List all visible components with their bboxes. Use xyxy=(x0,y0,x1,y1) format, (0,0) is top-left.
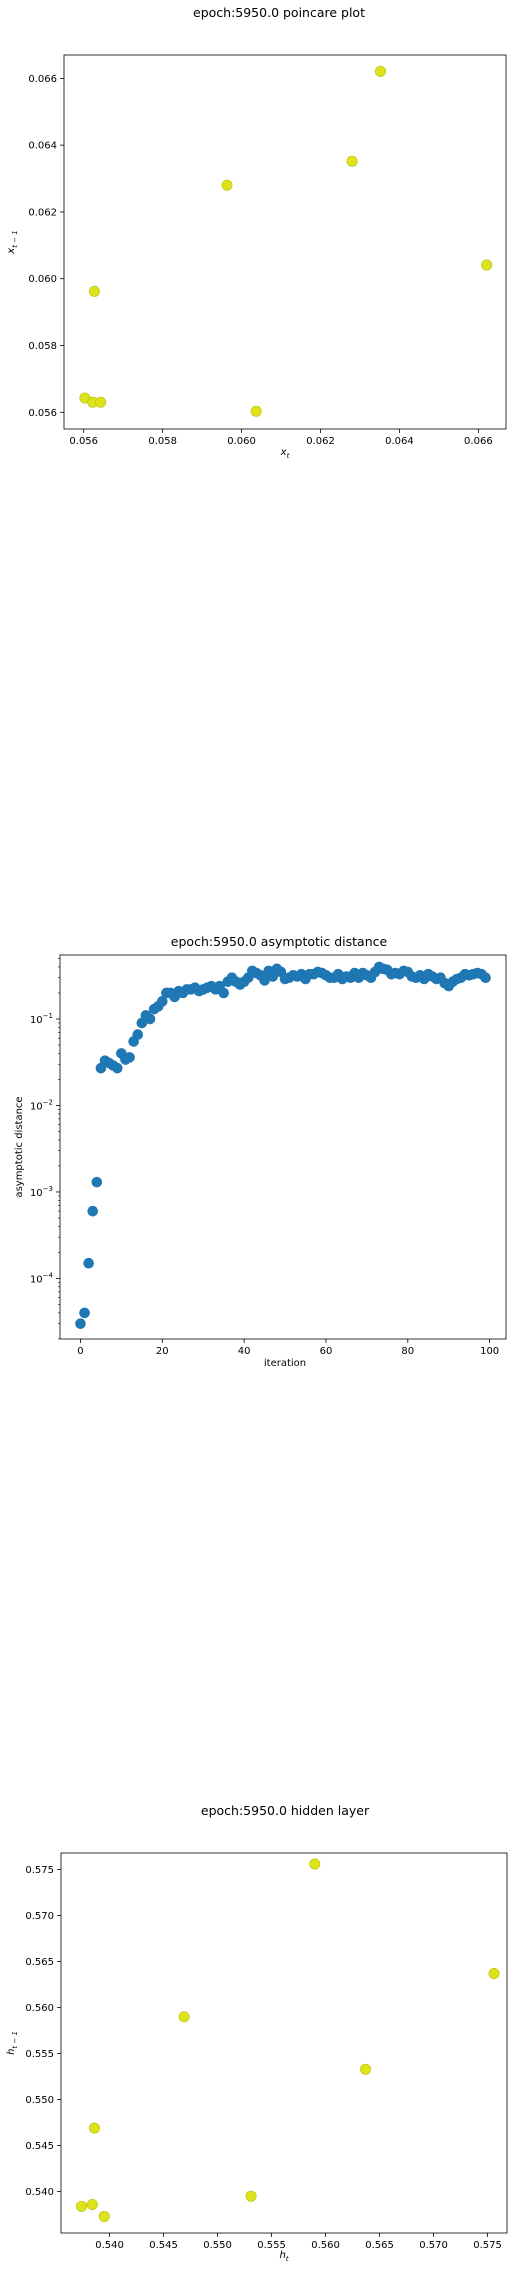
hidden-x-tick-label: 0.550 xyxy=(203,2240,232,2251)
asymptotic-x-tick-label: 0 xyxy=(77,1346,83,1357)
asymptotic-x-tick-label: 40 xyxy=(238,1346,251,1357)
asymptotic-data-point xyxy=(218,987,229,999)
asymptotic-distance-x-ticks: 0 20 40 60 80 100 xyxy=(77,1339,499,1357)
hidden-layer-y-ticks: 0.540 0.545 0.550 0.555 0.560 0.565 0.570 0.575 xyxy=(25,1865,61,2198)
hidden-layer-axes-frame xyxy=(60,1852,508,2234)
hidden-layer-panel: epoch:5950.0 hidden layer 0.540 0.545 0.55… xyxy=(6,1803,508,2263)
asymptotic-data-point xyxy=(144,1013,156,1025)
poincare-x-tick-label: 0.058 xyxy=(148,436,177,447)
hidden-y-tick-label: 0.550 xyxy=(25,2095,54,2106)
asymptotic-data-point xyxy=(111,1062,123,1074)
poincare-y-tick-label: 0.058 xyxy=(28,341,57,352)
poincare-plot-y-ticks: 0.056 0.058 0.060 0.062 0.064 0.066 xyxy=(28,74,64,419)
asymptotic-x-tick-label: 100 xyxy=(480,1346,499,1357)
hidden-data-point xyxy=(86,2198,98,2210)
poincare-x-tick-label: 0.062 xyxy=(306,436,335,447)
poincare-data-point xyxy=(250,405,262,417)
poincare-plot-y-label: xt − 1 xyxy=(6,230,19,254)
poincare-data-point xyxy=(481,259,493,271)
asymptotic-distance-y-label: asymptotic distance xyxy=(14,1096,25,1197)
poincare-plot-x-ticks: 0.056 0.058 0.060 0.062 0.064 0.066 xyxy=(69,429,493,447)
poincare-plot-x-label: xt xyxy=(280,447,290,460)
hidden-data-point xyxy=(309,1858,321,1870)
hidden-layer-y-label: ht − 1 xyxy=(6,2031,19,2055)
asymptotic-distance-panel: epoch:5950.0 asymptotic distance 0 20 40 60… xyxy=(14,934,507,1369)
poincare-x-tick-label: 0.056 xyxy=(69,436,98,447)
asymptotic-data-point xyxy=(132,1029,144,1040)
poincare-data-point xyxy=(375,65,387,77)
poincare-plot-points xyxy=(79,65,493,417)
asymptotic-data-point xyxy=(79,1307,90,1319)
hidden-y-tick-label: 0.545 xyxy=(25,2141,54,2152)
asymptotic-distance-axes-frame xyxy=(59,954,507,1340)
asymptotic-x-tick-label: 20 xyxy=(156,1346,169,1357)
hidden-x-tick-label: 0.570 xyxy=(419,2240,448,2251)
asymptotic-y-tick-label: 10−4 xyxy=(30,1271,54,1285)
hidden-layer-points xyxy=(76,1858,500,2222)
asymptotic-y-tick-label: 10−3 xyxy=(30,1185,53,1199)
hidden-y-tick-label: 0.540 xyxy=(25,2187,54,2198)
hidden-data-point xyxy=(488,1968,500,1980)
asymptotic-distance-title: epoch:5950.0 asymptotic distance xyxy=(171,934,388,949)
hidden-x-tick-label: 0.545 xyxy=(149,2240,178,2251)
poincare-x-tick-label: 0.066 xyxy=(464,436,493,447)
hidden-y-tick-label: 0.565 xyxy=(25,1957,54,1968)
hidden-data-point xyxy=(76,2200,88,2212)
hidden-x-tick-label: 0.540 xyxy=(95,2240,124,2251)
hidden-data-point xyxy=(245,2190,257,2202)
hidden-y-tick-label: 0.570 xyxy=(25,1911,54,1922)
hidden-y-tick-label: 0.575 xyxy=(25,1865,54,1876)
poincare-y-tick-label: 0.056 xyxy=(28,408,57,419)
poincare-x-tick-label: 0.064 xyxy=(385,436,414,447)
poincare-x-tick-label: 0.060 xyxy=(227,436,256,447)
hidden-data-point xyxy=(88,2122,100,2134)
hidden-x-tick-label: 0.560 xyxy=(311,2240,340,2251)
asymptotic-x-tick-label: 60 xyxy=(320,1346,333,1357)
poincare-data-point xyxy=(95,396,107,408)
hidden-layer-x-label: ht xyxy=(279,2250,288,2263)
hidden-data-point xyxy=(98,2210,110,2222)
poincare-y-tick-label: 0.062 xyxy=(28,207,57,218)
hidden-layer-title: epoch:5950.0 hidden layer xyxy=(201,1803,370,1818)
hidden-y-tick-label: 0.560 xyxy=(25,2003,54,2014)
hidden-data-point xyxy=(360,2063,372,2075)
asymptotic-data-point xyxy=(480,972,491,984)
asymptotic-y-tick-label: 10−2 xyxy=(30,1098,53,1112)
hidden-x-tick-label: 0.575 xyxy=(473,2240,502,2251)
asymptotic-data-point xyxy=(83,1257,94,1269)
asymptotic-data-point xyxy=(75,1318,86,1329)
poincare-data-point xyxy=(221,179,233,191)
asymptotic-distance-points xyxy=(75,961,491,1329)
asymptotic-data-point xyxy=(156,996,168,1007)
poincare-y-tick-label: 0.066 xyxy=(28,74,57,85)
poincare-data-point xyxy=(346,155,358,167)
asymptotic-data-point xyxy=(87,1205,99,1217)
asymptotic-data-point xyxy=(124,1052,135,1063)
poincare-plot-axes-frame xyxy=(63,54,507,430)
asymptotic-data-point xyxy=(91,1176,103,1188)
poincare-plot-title: epoch:5950.0 poincare plot xyxy=(193,5,365,20)
hidden-layer-x-ticks: 0.540 0.545 0.550 0.555 0.560 0.565 0.570 0.575 xyxy=(95,2233,502,2251)
asymptotic-distance-y-ticks: 10−4 10−3 10−2 10−1 xyxy=(30,958,60,1340)
hidden-x-tick-label: 0.565 xyxy=(365,2240,394,2251)
hidden-x-tick-label: 0.555 xyxy=(257,2240,286,2251)
poincare-y-tick-label: 0.060 xyxy=(28,274,57,285)
hidden-y-tick-label: 0.555 xyxy=(25,2049,54,2060)
poincare-plot-panel: epoch:5950.0 poincare plot 0.056 0.058 0.0… xyxy=(6,5,507,460)
asymptotic-distance-x-label: iteration xyxy=(264,1358,306,1369)
asymptotic-x-tick-label: 80 xyxy=(401,1346,414,1357)
hidden-data-point xyxy=(178,2011,190,2023)
poincare-y-tick-label: 0.064 xyxy=(28,141,57,152)
asymptotic-y-tick-label: 10−1 xyxy=(30,1012,53,1026)
poincare-data-point xyxy=(88,285,100,297)
